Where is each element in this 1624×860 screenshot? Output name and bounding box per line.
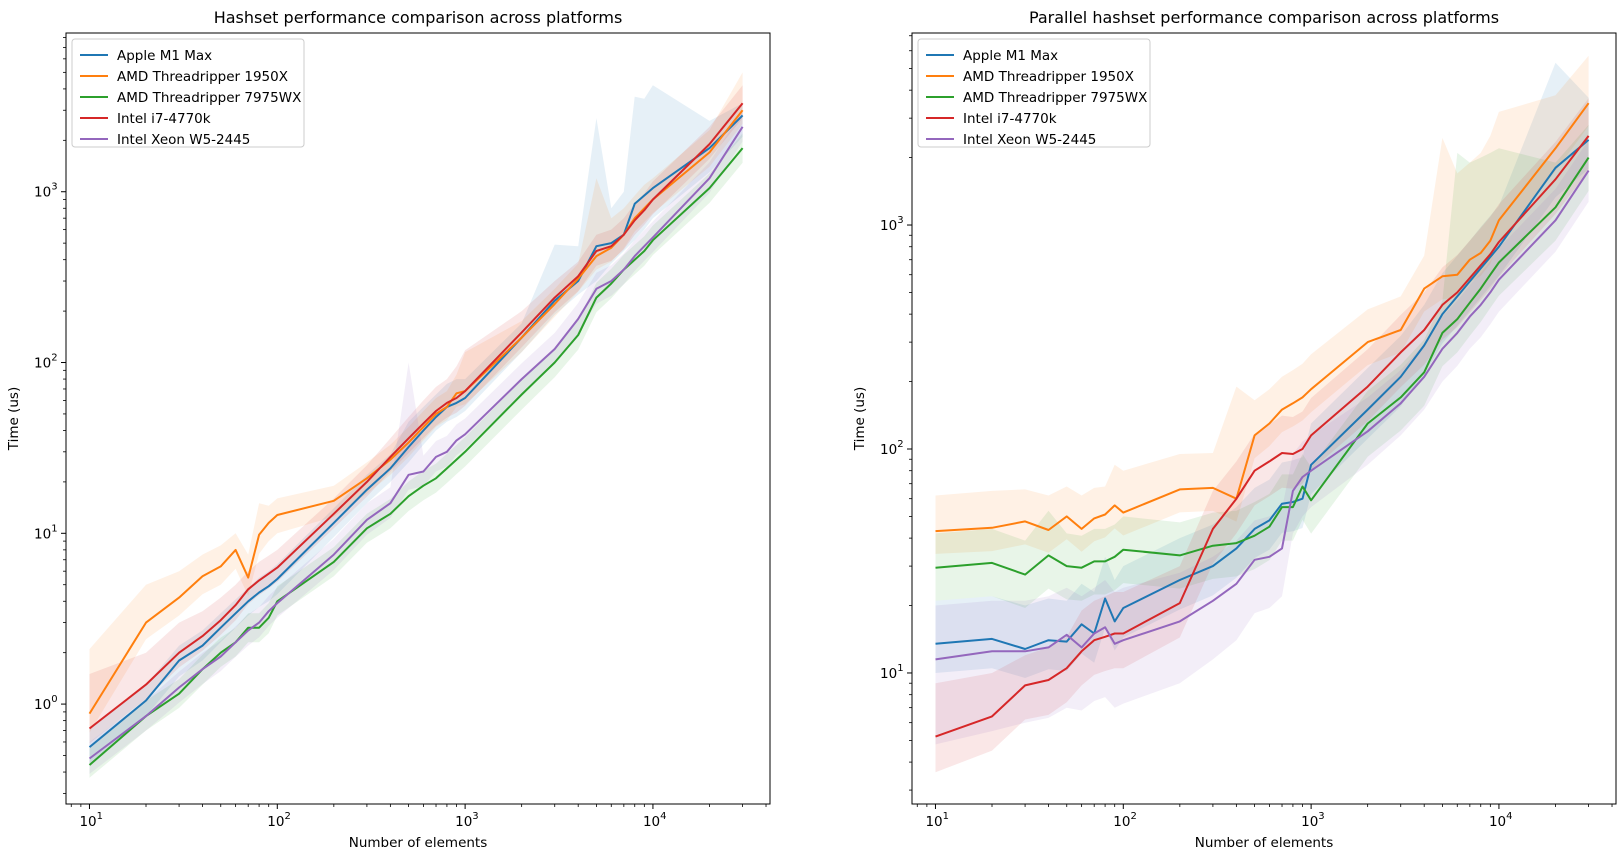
legend-label-intel-xeon-w5-2445: Intel Xeon W5-2445 bbox=[117, 132, 250, 148]
band-intel-xeon-w5-2445 bbox=[89, 110, 743, 774]
y-tick-label: 103 bbox=[34, 182, 58, 201]
legend-label-intel-i7-4770k: Intel i7-4770k bbox=[117, 111, 211, 127]
y-tick-label: 100 bbox=[34, 694, 58, 713]
x-axis-label: Number of elements bbox=[1195, 835, 1334, 851]
y-axis-label: Time (us) bbox=[852, 387, 868, 451]
x-axis: 101 102 103 104 bbox=[70, 804, 767, 830]
chart-title: Hashset performance comparison across pl… bbox=[214, 8, 623, 27]
axes-frame bbox=[65, 32, 771, 805]
legend: Apple M1 Max AMD Threadripper 1950X AMD Th… bbox=[71, 38, 305, 148]
bands bbox=[935, 55, 1589, 773]
y-axis-label: Time (us) bbox=[6, 387, 22, 451]
y-tick-label: 102 bbox=[880, 439, 904, 458]
y-tick-label: 101 bbox=[880, 663, 904, 682]
x-axis-label: Number of elements bbox=[349, 835, 488, 851]
series-line-amd-threadripper-7975wx bbox=[935, 157, 1590, 576]
x-axis: 101 102 103 104 bbox=[916, 804, 1613, 830]
legend-label-amd-threadripper-1950x: AMD Threadripper 1950X bbox=[963, 69, 1134, 85]
band-intel-i7-4770k bbox=[935, 98, 1589, 773]
legend-label-intel-xeon-w5-2445: Intel Xeon W5-2445 bbox=[963, 132, 1096, 148]
band-amd-threadripper-1950x bbox=[89, 72, 743, 733]
series-lines bbox=[88, 102, 744, 766]
band-intel-i7-4770k bbox=[89, 85, 743, 744]
legend-label-amd-threadripper-7975wx: AMD Threadripper 7975WX bbox=[963, 90, 1147, 106]
x-tick-label: 101 bbox=[79, 811, 103, 830]
legend-label-intel-i7-4770k: Intel i7-4770k bbox=[963, 111, 1057, 127]
x-tick-label: 104 bbox=[1489, 811, 1513, 830]
band-intel-xeon-w5-2445 bbox=[935, 139, 1589, 745]
x-tick-label: 102 bbox=[1113, 811, 1137, 830]
x-tick-label: 103 bbox=[455, 811, 479, 830]
series-lines bbox=[935, 102, 1590, 738]
y-tick-label: 101 bbox=[34, 523, 58, 542]
series-line-intel-xeon-w5-2445 bbox=[935, 170, 1590, 661]
x-tick-label: 103 bbox=[1301, 811, 1325, 830]
y-axis: 101 102 103 bbox=[880, 35, 912, 791]
legend: Apple M1 Max AMD Threadripper 1950X AMD Th… bbox=[917, 38, 1151, 148]
chart-panel-hashset: 101 102 103 104 100 101 102 103 Hashset performa… bbox=[6, 8, 771, 851]
legend-label-amd-threadripper-1950x: AMD Threadripper 1950X bbox=[117, 69, 288, 85]
series-line-apple-m1-max bbox=[88, 114, 744, 748]
x-tick-label: 104 bbox=[643, 811, 667, 830]
series-line-intel-i7-4770k bbox=[88, 102, 744, 730]
series-line-intel-i7-4770k bbox=[935, 135, 1590, 738]
series-line-amd-threadripper-1950x bbox=[935, 102, 1590, 533]
y-tick-label: 103 bbox=[880, 215, 904, 234]
bands bbox=[89, 72, 743, 778]
legend-box bbox=[71, 38, 305, 148]
chart-panel-parallel-hashset: 101 102 103 104 101 102 103 Parallel hashset pe… bbox=[852, 8, 1617, 851]
x-tick-label: 102 bbox=[267, 811, 291, 830]
x-tick-label: 101 bbox=[925, 811, 949, 830]
axes-frame bbox=[911, 32, 1617, 805]
band-amd-threadripper-1950x bbox=[935, 55, 1589, 554]
band-apple-m1-max bbox=[89, 85, 743, 764]
y-axis: 100 101 102 103 bbox=[34, 37, 66, 794]
series-line-apple-m1-max bbox=[935, 139, 1590, 650]
legend-label-apple-m1-max: Apple M1 Max bbox=[117, 48, 212, 64]
series-line-intel-xeon-w5-2445 bbox=[88, 126, 744, 760]
y-tick-label: 102 bbox=[34, 353, 58, 372]
band-amd-threadripper-7975wx bbox=[935, 124, 1589, 609]
legend-label-amd-threadripper-7975wx: AMD Threadripper 7975WX bbox=[117, 90, 301, 106]
legend-box bbox=[917, 38, 1151, 148]
band-amd-threadripper-7975wx bbox=[89, 133, 743, 778]
legend-label-apple-m1-max: Apple M1 Max bbox=[963, 48, 1058, 64]
chart-title: Parallel hashset performance comparison … bbox=[1029, 8, 1499, 27]
band-apple-m1-max bbox=[935, 62, 1589, 679]
